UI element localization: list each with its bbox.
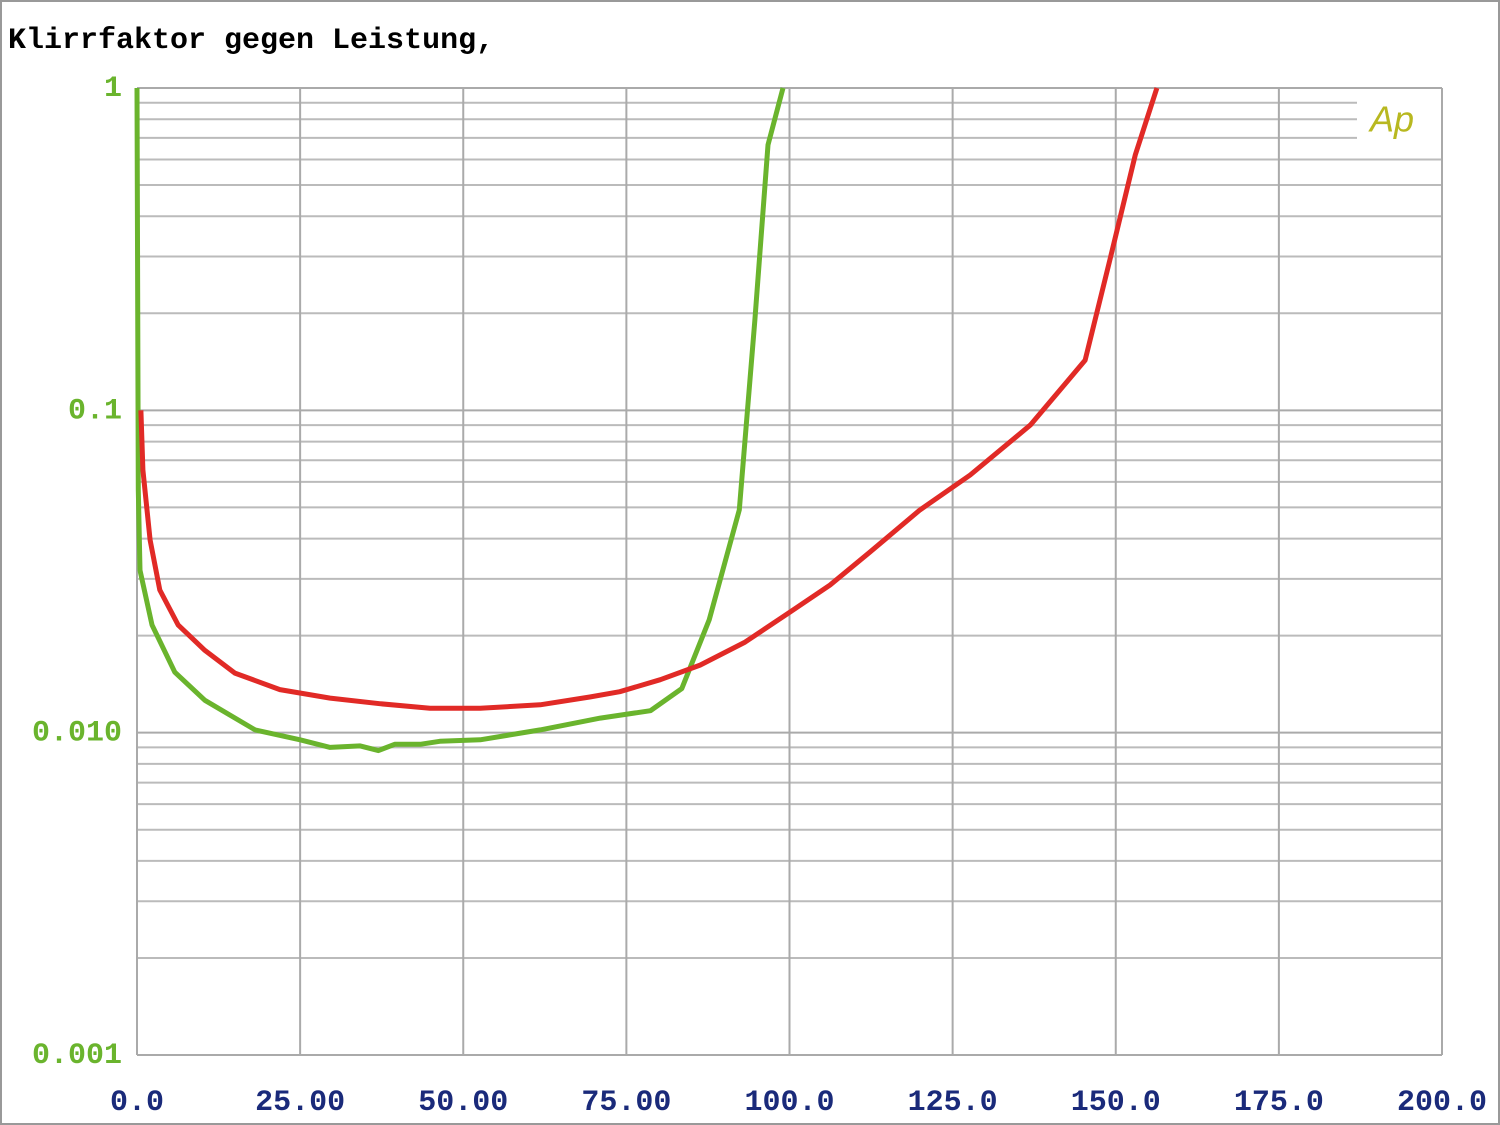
- series-line: [134, 87, 786, 754]
- x-tick-label: 150.0: [1071, 1086, 1161, 1120]
- x-tick-label: 50.00: [418, 1086, 508, 1120]
- y-tick-label: 0.010: [32, 717, 122, 751]
- y-tick-label: 0.001: [32, 1039, 122, 1073]
- watermark: Ap: [1368, 99, 1414, 140]
- x-tick-label: 175.0: [1234, 1086, 1324, 1120]
- x-tick-label: 25.00: [255, 1086, 345, 1120]
- x-tick-label: 0.0: [110, 1086, 164, 1120]
- x-tick-label: 75.00: [581, 1086, 671, 1120]
- x-tick-label: 100.0: [744, 1086, 834, 1120]
- y-tick-label: 0.1: [68, 394, 122, 428]
- y-tick-label: 1: [104, 72, 122, 106]
- chart-title: Klirrfaktor gegen Leistung,: [8, 24, 494, 58]
- x-tick-label: 125.0: [908, 1086, 998, 1120]
- series-line: [138, 87, 1160, 711]
- x-tick-label: 200.0: [1397, 1086, 1487, 1120]
